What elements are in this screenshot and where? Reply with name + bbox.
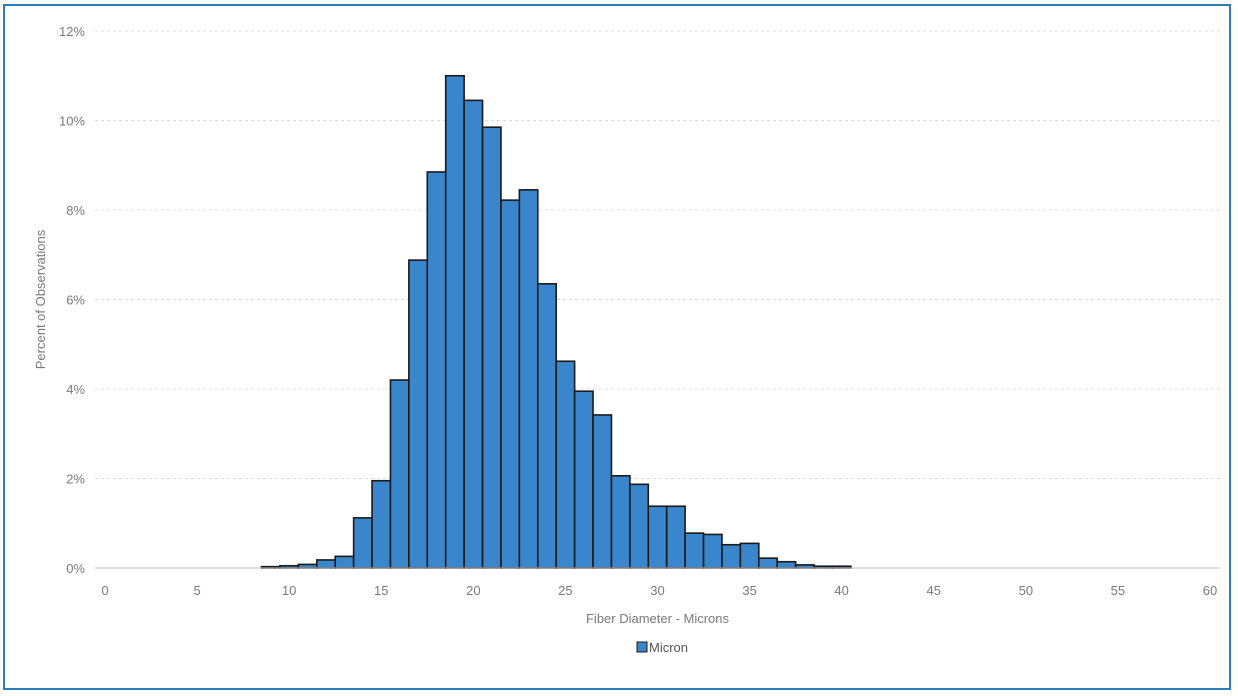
y-tick-label: 8% bbox=[66, 203, 85, 218]
histogram-bar bbox=[518, 189, 539, 569]
histogram-bar bbox=[757, 557, 779, 569]
histogram-bar bbox=[315, 559, 337, 569]
legend-label: Micron bbox=[649, 640, 688, 655]
x-axis-ticks: 0 5 10 15 20 25 30 35 40 45 50 55 60 bbox=[101, 583, 1217, 598]
x-tick-label: 40 bbox=[834, 583, 848, 598]
legend-swatch bbox=[636, 641, 648, 653]
histogram-bar bbox=[573, 390, 594, 569]
x-tick-label: 55 bbox=[1111, 583, 1125, 598]
x-tick-label: 15 bbox=[374, 583, 388, 598]
x-tick-label: 45 bbox=[927, 583, 941, 598]
chart-frame: 0% 2% 4% 6% 8% 10% 12% 0 5 10 15 20 25 30 35 40 45 50 55 6… bbox=[3, 4, 1231, 690]
y-axis-ticks: 0% 2% 4% 6% 8% 10% 12% bbox=[59, 24, 85, 576]
histogram-bar bbox=[610, 475, 631, 569]
x-axis-title: Fiber Diameter - Microns bbox=[586, 611, 730, 626]
x-tick-label: 5 bbox=[193, 583, 200, 598]
histogram-bar bbox=[555, 360, 576, 569]
histogram-bar bbox=[500, 199, 521, 569]
histogram-bar bbox=[334, 555, 355, 569]
histogram-bar bbox=[297, 563, 318, 569]
histogram-bar bbox=[647, 505, 668, 569]
histogram-bar bbox=[408, 259, 429, 569]
y-tick-label: 4% bbox=[66, 382, 85, 397]
y-axis-title: Percent of Observations bbox=[33, 229, 48, 369]
legend: Micron bbox=[636, 640, 688, 655]
x-tick-label: 60 bbox=[1203, 583, 1217, 598]
histogram-bar bbox=[371, 479, 392, 569]
histogram-bar bbox=[352, 517, 373, 569]
x-tick-label: 10 bbox=[282, 583, 296, 598]
histogram-bar bbox=[481, 126, 502, 569]
x-tick-label: 25 bbox=[558, 583, 572, 598]
histogram-bar bbox=[776, 560, 797, 569]
grid-lines bbox=[95, 30, 1220, 479]
y-tick-label: 2% bbox=[66, 472, 85, 487]
y-tick-label: 6% bbox=[66, 293, 85, 308]
x-tick-label: 20 bbox=[466, 583, 480, 598]
histogram-bars bbox=[260, 74, 852, 569]
x-tick-label: 30 bbox=[650, 583, 664, 598]
histogram-bar bbox=[739, 542, 760, 569]
histogram-bar bbox=[444, 74, 465, 569]
histogram-bar bbox=[702, 533, 723, 569]
histogram-bar bbox=[684, 532, 705, 569]
histogram-chart: 0% 2% 4% 6% 8% 10% 12% 0 5 10 15 20 25 30 35 40 45 50 55 6… bbox=[33, 24, 1220, 655]
histogram-bar bbox=[592, 414, 613, 569]
y-tick-label: 0% bbox=[66, 561, 85, 576]
histogram-bar bbox=[536, 283, 558, 569]
histogram-bar bbox=[629, 483, 650, 569]
histogram-bar bbox=[389, 379, 410, 569]
histogram-bar bbox=[721, 543, 742, 569]
y-tick-label: 12% bbox=[59, 24, 85, 39]
histogram-bar bbox=[463, 99, 484, 569]
x-tick-label: 0 bbox=[101, 583, 108, 598]
histogram-bar bbox=[665, 505, 686, 569]
x-tick-label: 50 bbox=[1019, 583, 1033, 598]
histogram-bar bbox=[426, 171, 447, 569]
x-tick-label: 35 bbox=[742, 583, 756, 598]
y-tick-label: 10% bbox=[59, 114, 85, 129]
